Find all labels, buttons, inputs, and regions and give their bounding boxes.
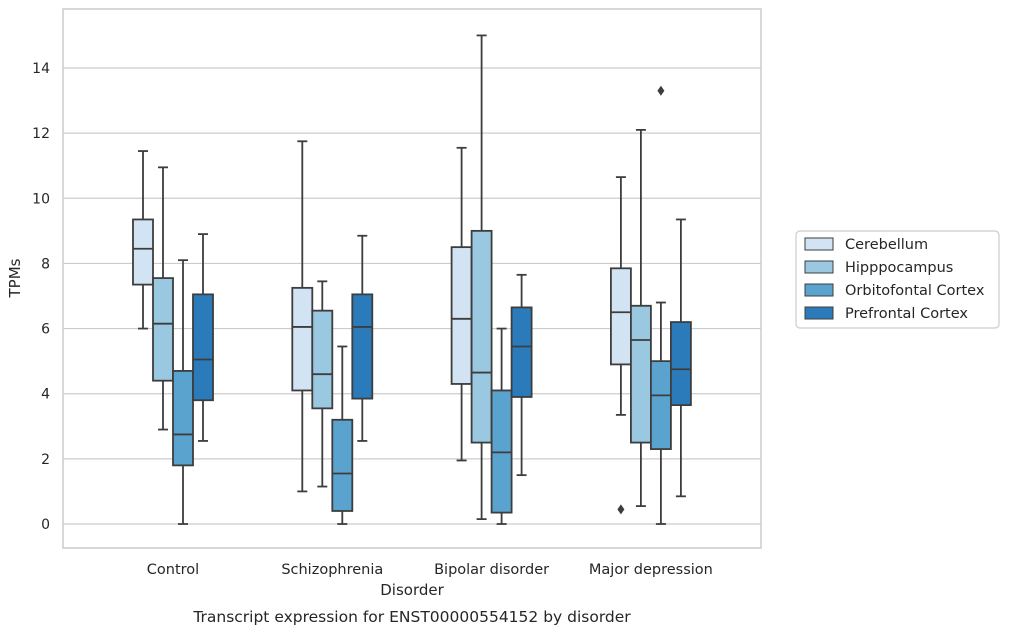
box-iqr <box>152 277 174 382</box>
box-iqr <box>291 286 314 392</box>
box-hipppocampus-3 <box>630 128 652 507</box>
box-iqr <box>172 370 194 467</box>
box-iqr <box>510 306 533 398</box>
box-cerebellum-1 <box>291 140 314 493</box>
y-tick-label: 2 <box>41 452 50 468</box>
x-axis-label: Disorder <box>380 581 444 599</box>
y-tick-label: 4 <box>41 387 50 403</box>
y-tick-label: 6 <box>41 322 50 338</box>
box-cerebellum-0 <box>132 150 154 330</box>
box-iqr <box>351 293 374 400</box>
y-tick-label: 14 <box>32 61 50 77</box>
y-tick-label: 10 <box>32 191 50 207</box>
plot-frame <box>62 8 762 549</box>
box-iqr <box>630 304 652 444</box>
y-tick-label: 0 <box>41 517 50 533</box>
y-ticks: 0 2 4 6 8 10 12 14 <box>32 61 50 533</box>
outlier-point <box>657 85 665 96</box>
box-orbitofontal-cortex-0 <box>172 259 194 525</box>
legend: Cerebellum Hipppocampus Orbitofontal Corte… <box>795 230 1000 329</box>
box-prefrontal-cortex-0 <box>192 233 214 442</box>
legend-swatch <box>804 283 834 297</box>
y-tick-label: 8 <box>41 256 50 272</box>
legend-label: Orbitofontal Cortex <box>845 283 985 299</box>
y-axis-label: TPMs <box>6 258 24 298</box>
box-cerebellum-3 <box>610 176 632 515</box>
x-tick-label: Schizophrenia <box>281 562 383 578</box>
box-iqr <box>132 218 154 286</box>
box-iqr <box>650 360 672 450</box>
legend-label: Cerebellum <box>845 237 928 253</box>
boxes-layer <box>132 34 692 525</box>
box-iqr <box>331 418 354 512</box>
x-tick-label: Major depression <box>589 562 713 578</box>
box-hipppocampus-0 <box>152 166 174 431</box>
chart-title: Transcript expression for ENST0000055415… <box>192 608 631 626</box>
box-iqr <box>610 267 632 366</box>
x-tick-label: Control <box>147 562 199 578</box>
box-iqr <box>670 321 692 407</box>
box-prefrontal-cortex-3 <box>670 218 692 498</box>
y-tick-label: 12 <box>32 126 50 142</box>
legend-swatch <box>804 237 834 251</box>
box-iqr <box>450 246 473 385</box>
box-hipppocampus-1 <box>311 280 334 488</box>
legend-label: Hipppocampus <box>845 260 953 276</box>
legend-label: Prefrontal Cortex <box>845 306 968 322</box>
outlier-point <box>617 504 625 515</box>
box-prefrontal-cortex-1 <box>351 234 374 442</box>
box-iqr <box>470 229 493 444</box>
box-prefrontal-cortex-2 <box>510 273 533 477</box>
box-orbitofontal-cortex-1 <box>331 345 354 525</box>
box-iqr <box>311 309 334 410</box>
x-ticks: Control Schizophrenia Bipolar disorder Majo… <box>147 562 713 578</box>
box-hipppocampus-2 <box>470 34 493 521</box>
legend-swatch <box>804 260 834 274</box>
x-tick-label: Bipolar disorder <box>434 562 549 578</box>
legend-frame <box>795 230 1000 329</box>
box-cerebellum-2 <box>450 146 473 462</box>
legend-swatch <box>804 306 834 320</box>
box-orbitofontal-cortex-2 <box>490 327 513 525</box>
box-iqr <box>192 293 214 402</box>
